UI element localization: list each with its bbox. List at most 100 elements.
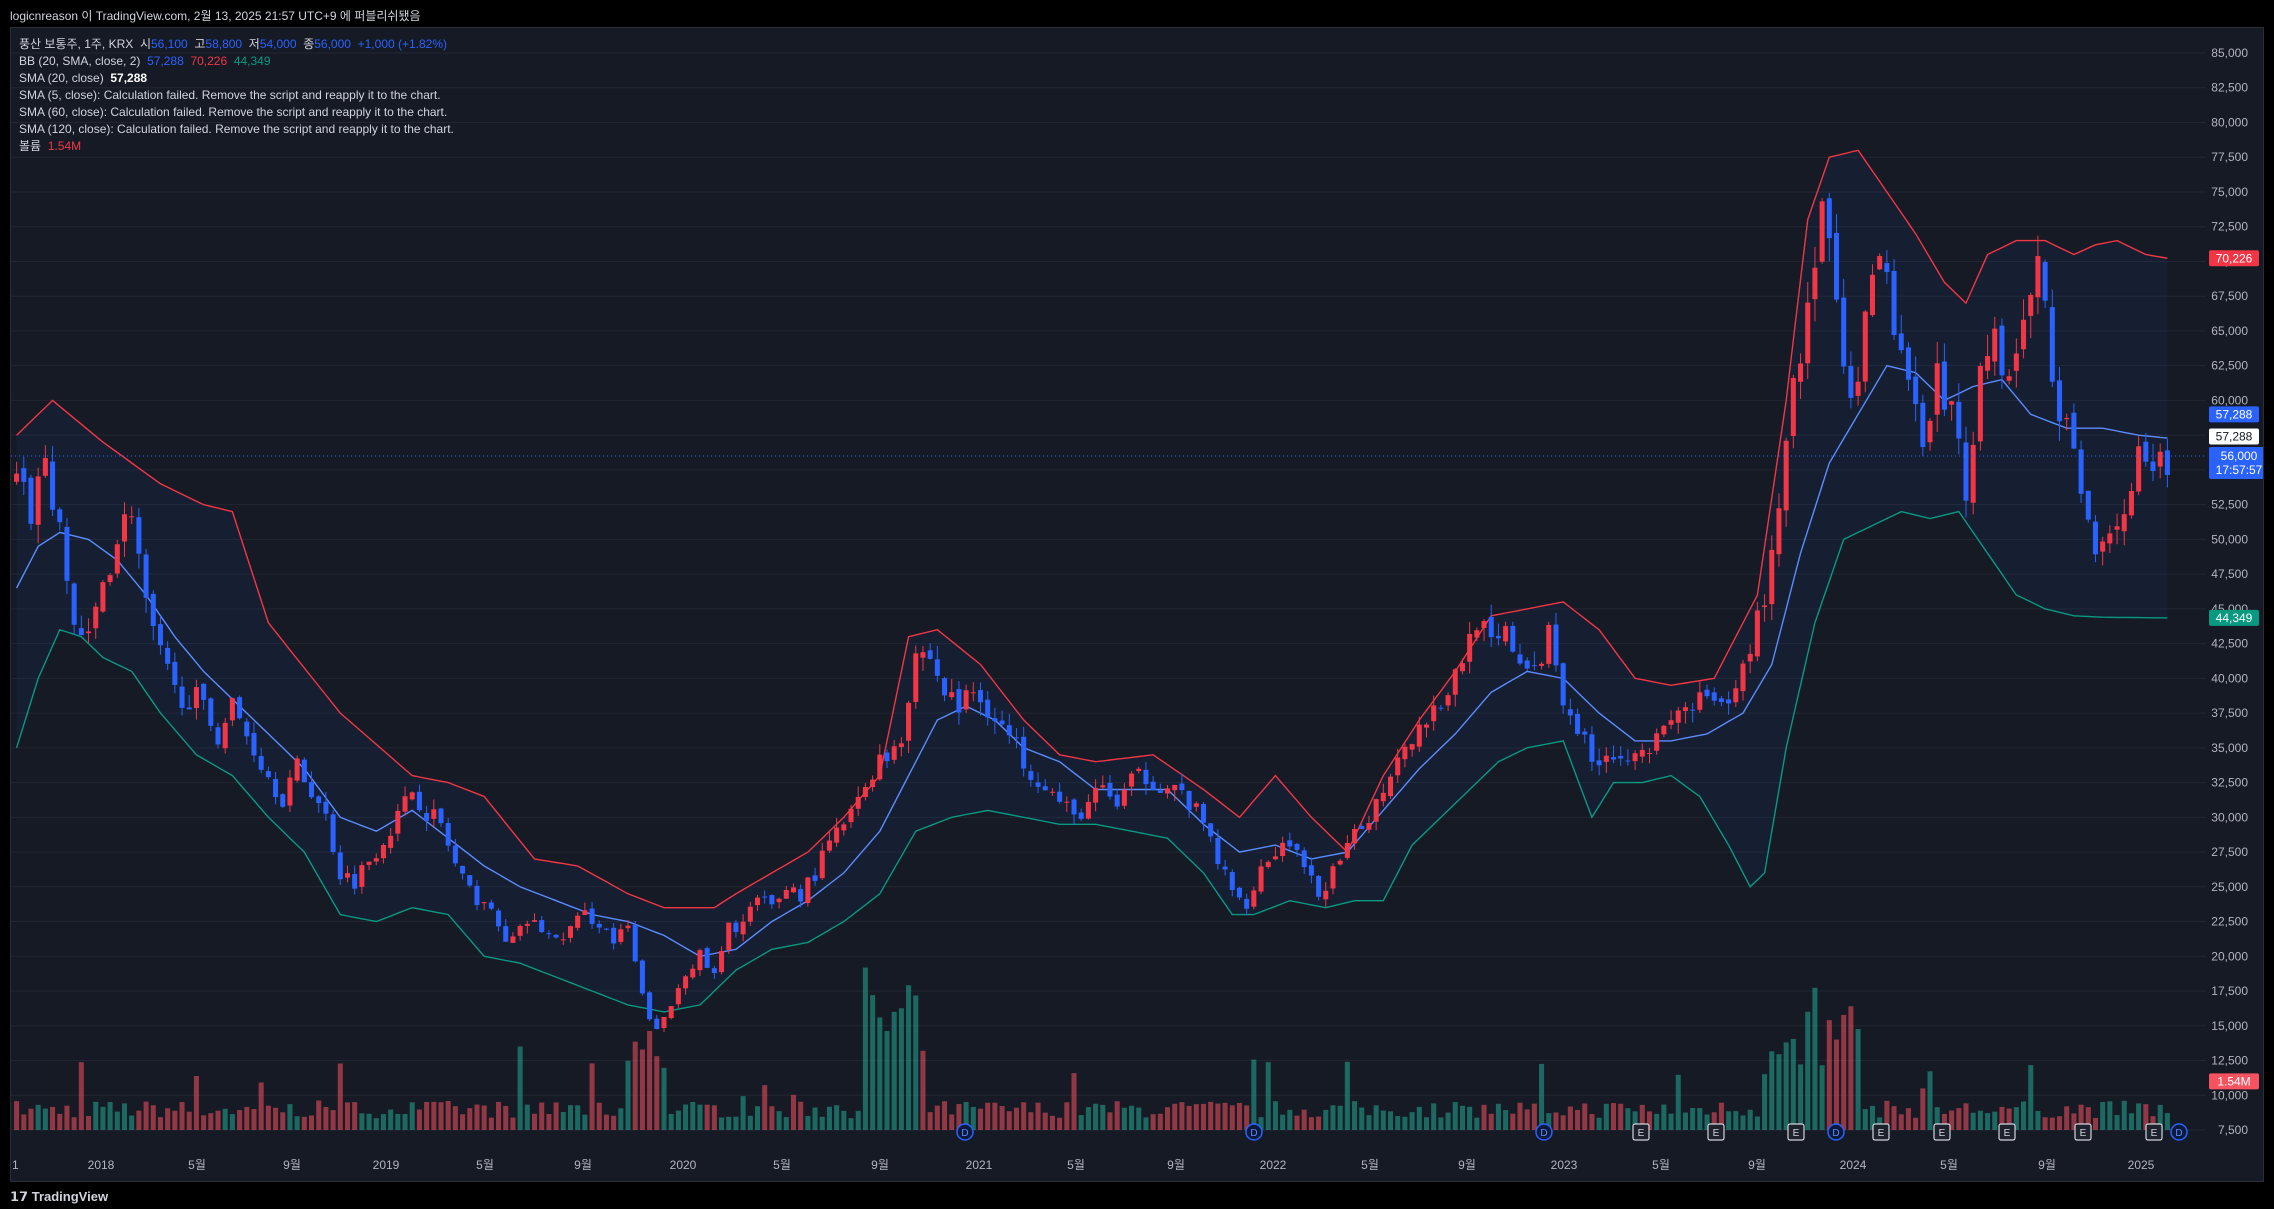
volume-bar (1589, 1114, 1595, 1130)
volume-bar (1380, 1110, 1386, 1130)
volume-bar (1625, 1108, 1631, 1130)
volume-bar (769, 1106, 775, 1130)
volume-bar (1582, 1103, 1588, 1130)
event-label: E (1939, 1128, 1946, 1139)
candle-body (1812, 267, 1818, 300)
earnings-marker[interactable] (1872, 1123, 1890, 1141)
volume-bar (1726, 1111, 1732, 1130)
candle-body (1215, 837, 1221, 865)
dividend-marker[interactable] (956, 1123, 974, 1141)
volume-bar (1495, 1103, 1501, 1130)
earnings-marker[interactable] (1707, 1123, 1725, 1141)
legend-volume-row[interactable]: 볼륨 1.54M (19, 138, 454, 155)
candle-body (273, 778, 279, 798)
volume-bar (438, 1102, 444, 1130)
price-chart[interactable]: 85,00082,50080,00077,50075,00072,50070,0… (11, 28, 2263, 1181)
candle-body (798, 889, 804, 902)
candle-body (186, 707, 192, 710)
legend-sma120-row[interactable]: SMA (120, close): Calculation failed. Re… (19, 121, 454, 138)
earnings-marker[interactable] (1933, 1123, 1951, 1141)
volume-bar (776, 1111, 782, 1130)
candle-body (1783, 440, 1789, 511)
legend-sma5-row[interactable]: SMA (5, close): Calculation failed. Remo… (19, 87, 454, 104)
tag-bb-upper-bg (2209, 250, 2259, 267)
volume-bar (2136, 1103, 2142, 1130)
volume-bar (1236, 1102, 1242, 1130)
candle-body (14, 473, 20, 482)
candle-body (1769, 549, 1775, 605)
volume-bar (1078, 1115, 1084, 1130)
volume-bar (1165, 1107, 1171, 1130)
earnings-marker[interactable] (2145, 1123, 2163, 1141)
dividend-marker[interactable] (2170, 1123, 2188, 1141)
volume-bar (107, 1102, 113, 1130)
volume-bar (208, 1113, 214, 1130)
volume-value: 1.54M (47, 139, 82, 153)
y-tick-label: 7,500 (2218, 1123, 2248, 1137)
candle-body (740, 921, 746, 935)
x-tick-label: 9월 (1458, 1158, 1476, 1172)
volume-bar (790, 1094, 796, 1130)
dividend-marker[interactable] (1245, 1123, 1263, 1141)
y-tick-label: 15,000 (2211, 1019, 2248, 1033)
y-tick-label: 60,000 (2211, 393, 2248, 407)
candle-body (460, 865, 466, 874)
volume-bar (2143, 1104, 2149, 1130)
candle-body (2042, 262, 2048, 301)
legend-bb-row[interactable]: BB (20, SMA, close, 2) 57,288 70,226 44,… (19, 53, 454, 70)
candle-body (1819, 201, 1825, 262)
event-label: D (961, 1128, 968, 1139)
volume-bar (762, 1085, 768, 1130)
candle-body (2164, 450, 2170, 475)
candle-body (100, 582, 106, 612)
candle-body (222, 722, 228, 749)
candle-body (1316, 875, 1322, 897)
candle-body (1963, 442, 1969, 501)
chart-panel[interactable]: 85,00082,50080,00077,50075,00072,50070,0… (10, 27, 2264, 1182)
dividend-marker[interactable] (1827, 1123, 1845, 1141)
candle-body (1157, 790, 1163, 793)
candle-body (1431, 705, 1437, 722)
sma20-label: SMA (20, close) (19, 71, 104, 85)
candle-body (1078, 812, 1084, 819)
candle-body (1409, 744, 1415, 750)
x-tick-label: 2019 (373, 1158, 400, 1172)
candle-body (344, 873, 351, 878)
volume-bar (337, 1063, 343, 1130)
volume-bar (884, 1031, 890, 1130)
volume-bar (323, 1106, 329, 1130)
earnings-marker[interactable] (1998, 1123, 2016, 1141)
candle-body (862, 787, 868, 797)
close-label: 종 (303, 37, 315, 51)
candle-body (711, 968, 717, 974)
y-tick-label: 37,500 (2211, 706, 2248, 720)
earnings-marker[interactable] (1632, 1123, 1650, 1141)
legend-sma60-row[interactable]: SMA (60, close): Calculation failed. Rem… (19, 104, 454, 121)
candle-body (625, 925, 631, 929)
volume-bar (1920, 1088, 1926, 1130)
candle-body (21, 468, 27, 482)
candle-body (1560, 663, 1566, 706)
candle-body (1711, 692, 1717, 701)
volume-bar (316, 1100, 322, 1130)
top-bar: logicnreason 이 TradingView.com, 2월 13, 2… (0, 0, 2274, 27)
dividend-marker[interactable] (1535, 1123, 1553, 1141)
earnings-marker[interactable] (2074, 1123, 2092, 1141)
candle-body (1999, 325, 2005, 376)
legend-sma20-row[interactable]: SMA (20, close) 57,288 (19, 70, 454, 87)
candle-body (280, 794, 286, 807)
x-tick-label: 2022 (1260, 1158, 1287, 1172)
volume-bar (1992, 1111, 1998, 1130)
symbol-label[interactable]: 풍산 보통주, 1주, KRX (19, 37, 134, 51)
tag-sma20-bg (2209, 428, 2259, 445)
volume-bar (1488, 1113, 1494, 1130)
candle-body (2107, 533, 2113, 544)
volume-bar (1812, 987, 1818, 1130)
volume-bar (1006, 1111, 1012, 1130)
tradingview-logo[interactable]: 𝟭𝟳 TradingView (10, 1189, 108, 1205)
earnings-marker[interactable] (1787, 1123, 1805, 1141)
candle-body (1388, 776, 1394, 797)
high-value: 58,800 (205, 37, 243, 51)
volume-bar (1711, 1112, 1717, 1130)
bb-mid-value: 57,288 (147, 54, 184, 68)
